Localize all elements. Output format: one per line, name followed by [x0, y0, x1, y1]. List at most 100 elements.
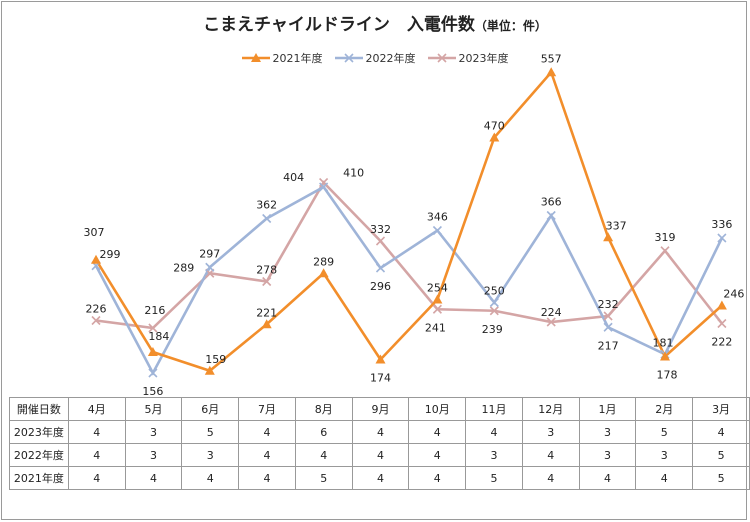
data-label: 174: [370, 372, 391, 385]
legend-marker: [343, 53, 354, 63]
table-cell: 5: [635, 420, 694, 444]
table-cell: 4: [181, 466, 240, 490]
data-label: 239: [482, 323, 503, 336]
data-point-2021年度: [603, 232, 614, 242]
data-point-2022年度: [603, 322, 613, 332]
table-row-label: 2022年度: [9, 443, 69, 467]
table-cell: 4: [124, 466, 183, 490]
data-point-2022年度: [546, 210, 556, 221]
chart-title: こまえチャイルドライン 入電件数（単位：件）: [0, 10, 750, 35]
data-point-2023年度: [489, 306, 499, 316]
legend-swatch: [241, 53, 270, 62]
table-month-header: 10月: [408, 397, 467, 421]
table-cell: 4: [238, 443, 296, 467]
data-point-2022年度: [375, 263, 386, 273]
data-label: 336: [711, 218, 732, 231]
table-cell: 4: [351, 466, 410, 490]
table-cell: 3: [124, 443, 183, 467]
table-cell: 4: [238, 466, 296, 490]
table-cell: 5: [692, 466, 750, 490]
data-label: 557: [541, 52, 562, 65]
data-point-2021年度: [204, 365, 215, 375]
data-label: 299: [100, 248, 121, 261]
data-label: 319: [655, 231, 676, 244]
table-row-label: 2021年度: [9, 466, 69, 490]
data-label: 404: [283, 171, 304, 184]
data-label: 178: [657, 369, 678, 382]
legend-swatch: [334, 53, 363, 63]
table-cell: 5: [294, 466, 353, 490]
data-label: 221: [256, 306, 277, 319]
data-label: 224: [541, 306, 562, 319]
table-cell: 4: [408, 420, 467, 444]
data-point-2021年度: [375, 354, 386, 364]
table-cell: 4: [67, 443, 126, 467]
table-cell: 3: [578, 443, 637, 467]
legend-label: 2023年度: [458, 52, 509, 65]
table-cell: 3: [124, 420, 183, 444]
data-point-2021年度: [261, 319, 272, 329]
data-point-2023年度: [262, 276, 272, 287]
table-row: 2021年度 4 4 4 4 5 4 4 5 4 4 4 5: [9, 466, 750, 490]
table-cell: 4: [67, 466, 126, 490]
data-point-2023年度: [660, 246, 670, 256]
table-month-header: 9月: [351, 397, 410, 421]
table-cell: 6: [294, 420, 353, 444]
data-point-2023年度: [148, 323, 158, 333]
data-point-2023年度: [375, 236, 386, 246]
data-point-2023年度: [432, 304, 442, 314]
legend-marker: [436, 53, 447, 63]
data-label: 226: [86, 303, 107, 316]
data-label: 337: [606, 219, 627, 232]
table-header-label: 開催日数: [9, 397, 69, 421]
table-cell: 4: [521, 443, 580, 467]
table-month-header: 2月: [635, 397, 694, 421]
table-cell: 3: [578, 420, 637, 444]
data-label: 222: [711, 336, 732, 349]
data-label: 289: [313, 255, 334, 268]
table-month-header: 3月: [692, 397, 750, 421]
data-point-2021年度: [546, 67, 557, 77]
data-label: 470: [484, 120, 505, 133]
data-point-2022年度: [262, 213, 272, 224]
data-label: 241: [425, 321, 446, 334]
data-label: 254: [427, 282, 448, 295]
data-label: 184: [148, 330, 169, 343]
table-cell: 4: [465, 420, 523, 444]
table-month-header: 11月: [465, 397, 523, 421]
legend-label: 2021年度: [272, 52, 323, 65]
legend-label: 2022年度: [365, 52, 416, 65]
table-cell: 3: [521, 420, 580, 444]
data-point-2023年度: [546, 317, 556, 327]
data-point-2021年度: [318, 268, 329, 278]
data-label: 159: [205, 353, 226, 366]
table-cell: 4: [408, 443, 467, 467]
data-label: 246: [723, 288, 744, 301]
table-cell: 5: [181, 420, 240, 444]
table-cell: 4: [521, 466, 580, 490]
table-month-header: 6月: [181, 397, 240, 421]
series-line-2022年度: [94, 185, 724, 376]
data-label: 217: [598, 339, 619, 352]
table-cell: 4: [635, 466, 694, 490]
data-label: 297: [199, 247, 220, 260]
data-label: 289: [173, 261, 194, 274]
table-month-header: 5月: [124, 397, 183, 421]
series-line-2021年度: [94, 69, 723, 373]
table-cell: 4: [692, 420, 750, 444]
data-label: 410: [343, 167, 364, 180]
data-point-2022年度: [717, 233, 727, 243]
data-point-2022年度: [432, 225, 442, 236]
data-point-2022年度: [148, 368, 158, 378]
chart-title-text: こまえチャイルドライン 入電件数: [203, 15, 475, 35]
table-month-header: 1月: [578, 397, 637, 421]
data-label: 156: [142, 385, 163, 398]
legend-swatch: [427, 53, 456, 63]
event-days-table: 開催日数 4月 5月 6月 7月 8月 9月 10月 11月 12月 1月 2月 3月 2023年度 4…: [9, 397, 750, 490]
data-label: 216: [144, 304, 165, 317]
data-point-2021年度: [432, 294, 443, 304]
table-cell: 4: [351, 420, 410, 444]
table-cell: 3: [635, 443, 694, 467]
data-label: 250: [484, 285, 505, 298]
